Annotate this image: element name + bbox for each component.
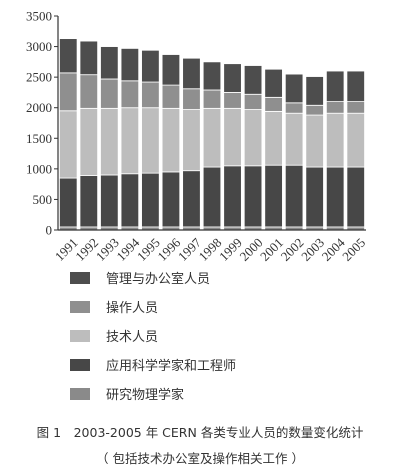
- bar-segment: [120, 48, 140, 82]
- legend-swatch: [70, 301, 90, 313]
- y-axis: 0 500 1000 1500 2000 2500 3000 3500: [26, 9, 59, 238]
- bar-segment: [284, 112, 304, 166]
- bar-segment: [79, 74, 99, 109]
- legend-swatch: [70, 359, 90, 371]
- y-tick-label: 3500: [26, 9, 52, 24]
- bar-segment: [182, 109, 201, 172]
- bar-segment: [284, 102, 304, 114]
- bar-segment: [305, 104, 324, 116]
- figure-caption-note: （ 包括技术办公室及操作相关工作 ）: [96, 451, 304, 466]
- bar-segment: [161, 54, 181, 86]
- bar-segment: [284, 73, 304, 104]
- bar-segment: [264, 68, 283, 98]
- bar-segment: [223, 63, 242, 93]
- bar-segment: [120, 80, 140, 109]
- bar-segment: [100, 174, 119, 228]
- bar-segment: [161, 84, 181, 109]
- bar-segment: [120, 107, 140, 175]
- bar-segment: [182, 170, 201, 228]
- y-tick-label: 2500: [26, 70, 52, 85]
- bar-segment: [182, 88, 201, 110]
- y-tick-label: 2000: [26, 100, 52, 115]
- bar-segment: [325, 112, 345, 168]
- bar-segment: [223, 165, 242, 228]
- bar-segment: [325, 101, 345, 114]
- bar-segment: [79, 40, 99, 76]
- bar-segment: [305, 166, 324, 228]
- bar-segment: [161, 171, 181, 228]
- bar-segment: [141, 49, 160, 83]
- bar-segment: [202, 61, 222, 91]
- y-tick-label: 500: [33, 192, 53, 207]
- bar-segment: [141, 107, 160, 174]
- x-axis: 1991199219931994199519961997199819992000…: [52, 229, 368, 264]
- bar-segment: [100, 78, 119, 109]
- bar-segment: [202, 107, 222, 168]
- bar-segment: [223, 92, 242, 109]
- bar-segment: [346, 70, 365, 103]
- bar-segment: [141, 81, 160, 109]
- figure-caption: 图 1 2003-2005 年 CERN 各类专业人员的数量变化统计: [36, 425, 364, 440]
- legend-swatch: [70, 330, 90, 342]
- bar-segment: [202, 89, 222, 109]
- legend-label: 管理与办公室人员: [106, 271, 210, 287]
- bar-segment: [182, 57, 201, 90]
- legend-label: 应用科学学家和工程师: [106, 358, 236, 374]
- legend-swatch: [70, 388, 90, 400]
- bar-segment: [59, 110, 78, 179]
- y-tick-label: 1000: [26, 161, 52, 176]
- bar-segment: [346, 101, 365, 114]
- bar-segment: [100, 46, 119, 80]
- bar-segment: [305, 114, 324, 168]
- bar-segment: [243, 65, 263, 95]
- x-tick-label: 2005: [339, 235, 368, 264]
- bar-segment: [100, 107, 119, 176]
- bar-segment: [243, 109, 263, 167]
- bar-segment: [202, 166, 222, 228]
- legend-swatch: [70, 272, 90, 284]
- bar-segment: [59, 38, 78, 74]
- legend-label: 技术人员: [106, 330, 158, 345]
- bar-segment: [264, 164, 283, 228]
- bar-segment: [79, 107, 99, 176]
- y-tick-label: 1500: [26, 131, 52, 146]
- bar-segment: [243, 93, 263, 110]
- bar-segment: [59, 72, 78, 112]
- y-tick-label: 0: [46, 223, 53, 238]
- bar-segment: [305, 76, 324, 106]
- bar-segment: [346, 166, 365, 228]
- bar-segment: [325, 166, 345, 228]
- y-tick-label: 3000: [26, 39, 52, 54]
- bar-segment: [264, 110, 283, 166]
- bar-segment: [141, 172, 160, 228]
- bar-segment: [346, 112, 365, 168]
- bar-segment: [161, 107, 181, 173]
- bars: [59, 38, 365, 231]
- bar-segment: [264, 96, 283, 112]
- bar-segment: [79, 175, 99, 228]
- bar-segment: [120, 173, 140, 228]
- bar-segment: [223, 107, 242, 167]
- bar-segment: [284, 164, 304, 228]
- bar-segment: [325, 70, 345, 103]
- legend-label: 操作人员: [106, 300, 158, 316]
- stacked-bar-chart: 0 500 1000 1500 2000 2500 3000 3500 19911992199…: [26, 9, 368, 404]
- bar-segment: [243, 165, 263, 228]
- bar-segment: [59, 177, 78, 228]
- legend-label: 研究物理学家: [106, 387, 184, 403]
